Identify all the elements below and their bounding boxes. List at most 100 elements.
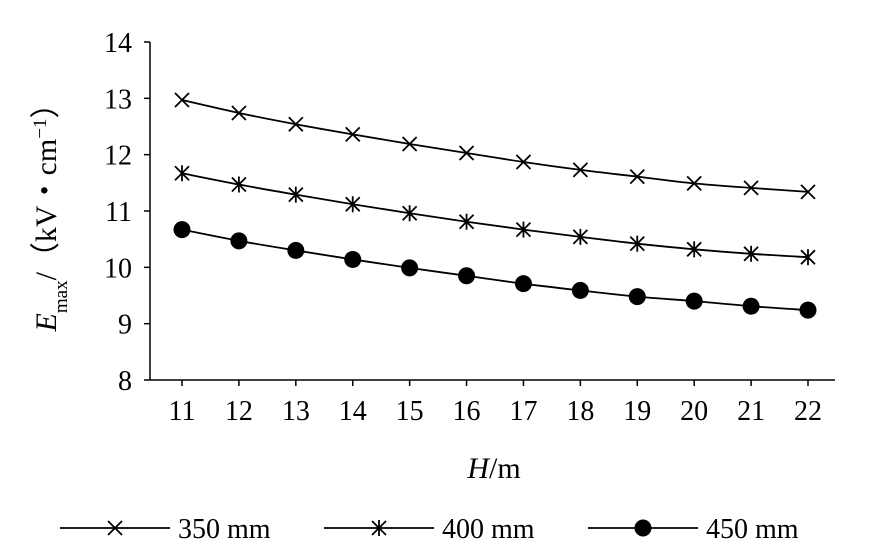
- data-point: [345, 126, 361, 143]
- data-point: [685, 292, 703, 310]
- marker-dot: [799, 301, 817, 319]
- data-point: [231, 176, 247, 193]
- data-point: [401, 136, 418, 152]
- x-axis-title-variable: H: [466, 452, 491, 485]
- marker-stroke: [174, 92, 190, 108]
- y-tick-label: 8: [118, 366, 132, 397]
- data-point: [686, 175, 702, 192]
- marker-dot: [628, 288, 646, 306]
- marker-stroke: [572, 162, 589, 178]
- legend-marker: [634, 519, 652, 537]
- data-point: [288, 186, 304, 203]
- y-axis-title: Emax/（kV・cm−1）: [30, 89, 72, 333]
- data-point: [629, 235, 645, 252]
- data-point: [344, 250, 362, 268]
- axes: [149, 42, 835, 381]
- y-tick-label: 9: [118, 310, 132, 341]
- x-tick-label: 13: [282, 396, 310, 427]
- y-axis-title-subscript: max: [51, 280, 72, 313]
- data-point: [515, 154, 532, 170]
- data-point: [515, 221, 532, 238]
- marker-dot: [685, 292, 703, 310]
- y-axis-title-variable: E: [30, 313, 63, 332]
- marker-stroke: [515, 154, 532, 170]
- data-point: [742, 297, 760, 315]
- data-point: [572, 228, 589, 245]
- data-point: [287, 241, 305, 259]
- marker-stroke: [288, 116, 304, 132]
- series-line: [181, 228, 809, 312]
- x-tick-label: 12: [225, 396, 253, 427]
- data-point: [173, 221, 191, 239]
- legend-label: 450 mm: [706, 514, 799, 545]
- marker-dot: [401, 259, 419, 277]
- x-tick-label: 16: [453, 396, 481, 427]
- ticks: 8 9 10 11 12 13 14 11 12 13 14 15 16 17 18 19 20 21 22: [104, 28, 822, 427]
- series-line: [181, 172, 809, 259]
- data-point: [572, 162, 589, 178]
- data-point: [401, 259, 419, 277]
- data-point: [174, 92, 190, 108]
- legend: 350 mm 400 mm 450 mm: [60, 514, 799, 545]
- data-point: [230, 232, 248, 250]
- x-tick-label: 21: [737, 396, 765, 427]
- x-tick-label: 19: [623, 396, 651, 427]
- x-tick-label: 14: [339, 396, 367, 427]
- marker-stroke: [107, 520, 123, 536]
- legend-marker: [371, 520, 387, 536]
- y-axis-title-unit-close: ）: [30, 89, 63, 119]
- marker-stroke: [231, 105, 247, 121]
- y-axis-title-superscript: −1: [30, 119, 51, 139]
- data-point: [800, 249, 816, 266]
- marker-stroke: [743, 180, 759, 196]
- marker-dot: [230, 232, 248, 250]
- data-point: [288, 116, 304, 132]
- marker-stroke: [629, 169, 645, 185]
- marker-dot: [173, 221, 191, 239]
- marker-dot: [742, 297, 760, 315]
- marker-stroke: [345, 126, 361, 143]
- data-point: [800, 184, 816, 200]
- data-point: [458, 267, 476, 285]
- legend-entry-3: 450 mm: [588, 514, 799, 545]
- y-tick-label: 11: [105, 197, 132, 228]
- marker-stroke: [401, 136, 418, 152]
- x-tick-label: 15: [396, 396, 424, 427]
- legend-label: 350 mm: [178, 514, 271, 545]
- marker-dot: [287, 241, 305, 259]
- data-point: [458, 213, 475, 230]
- series-1: [174, 92, 816, 200]
- y-axis-title-unit: /（kV・cm: [30, 139, 63, 281]
- data-point: [458, 145, 475, 161]
- y-tick-label: 12: [104, 141, 132, 172]
- marker-dot: [634, 519, 652, 537]
- y-tick-label: 10: [104, 253, 132, 284]
- marker-dot: [458, 267, 476, 285]
- legend-marker: [107, 520, 123, 536]
- data-point: [629, 169, 645, 185]
- y-tick-label: 14: [104, 28, 132, 59]
- series-3: [173, 221, 817, 319]
- series-line: [181, 99, 809, 193]
- x-tick-label: 18: [566, 396, 594, 427]
- data-point: [401, 205, 418, 222]
- data-point: [628, 288, 646, 306]
- series-layer: [173, 92, 817, 319]
- marker-dot: [344, 250, 362, 268]
- series-2: [174, 165, 816, 266]
- data-point: [174, 165, 190, 182]
- x-axis-title: H/m: [466, 452, 520, 485]
- data-point: [743, 245, 759, 262]
- x-axis-title-unit: /m: [489, 452, 521, 485]
- y-tick-label: 13: [104, 84, 132, 115]
- data-point: [799, 301, 817, 319]
- x-tick-label: 11: [169, 396, 196, 427]
- x-tick-label: 22: [794, 396, 822, 427]
- data-point: [231, 105, 247, 121]
- data-point: [686, 241, 702, 258]
- marker-stroke: [686, 175, 702, 192]
- data-point: [743, 180, 759, 196]
- marker-dot: [571, 281, 589, 299]
